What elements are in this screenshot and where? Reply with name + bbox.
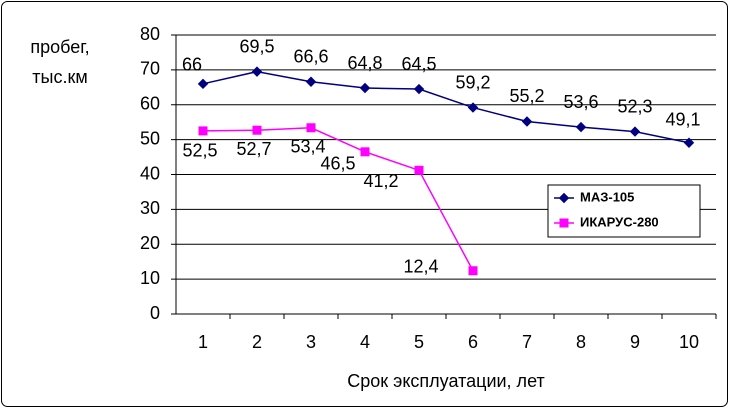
series-line xyxy=(202,127,474,272)
x-tick-label: 9 xyxy=(630,332,640,352)
x-tick-label: 8 xyxy=(576,332,586,352)
x-axis-label: Срок эксплуатации, лет xyxy=(347,371,544,391)
data-label: 52,3 xyxy=(617,96,652,116)
marker xyxy=(575,121,587,133)
x-tick-label: 3 xyxy=(306,332,316,352)
data-label: 66,6 xyxy=(293,46,328,66)
data-label: 49,1 xyxy=(665,110,700,130)
marker xyxy=(198,126,208,136)
data-label: 52,5 xyxy=(182,141,217,161)
y-tick-label: 70 xyxy=(140,59,160,79)
data-label: 52,7 xyxy=(236,139,271,159)
x-tick-label: 5 xyxy=(414,332,424,352)
data-label: 64,5 xyxy=(401,54,436,74)
y-tick-label: 0 xyxy=(150,303,160,323)
y-tick-label: 80 xyxy=(140,24,160,44)
x-tick-label: 2 xyxy=(252,332,262,352)
y-axis-label: пробег, xyxy=(30,37,89,57)
legend-label: ИКАРУС-280 xyxy=(580,214,659,229)
data-label: 46,5 xyxy=(320,154,355,174)
marker xyxy=(359,82,371,94)
y-tick-label: 40 xyxy=(140,163,160,183)
x-tick-label: 1 xyxy=(198,332,208,352)
data-label: 53,4 xyxy=(290,137,325,157)
y-tick-label: 50 xyxy=(140,128,160,148)
marker xyxy=(521,116,533,127)
data-label: 59,2 xyxy=(455,72,490,92)
x-tick-label: 6 xyxy=(468,332,478,352)
y-axis-label: тыс.км xyxy=(32,67,87,87)
data-label: 69,5 xyxy=(239,36,274,56)
y-tick-label: 30 xyxy=(140,198,160,218)
y-tick-label: 60 xyxy=(140,94,160,114)
marker xyxy=(413,83,425,95)
data-label: 53,6 xyxy=(563,92,598,112)
marker xyxy=(306,123,316,133)
marker xyxy=(252,125,262,135)
x-tick-label: 4 xyxy=(360,332,370,352)
marker xyxy=(414,165,424,175)
data-label: 12,4 xyxy=(403,257,438,277)
marker xyxy=(360,147,370,157)
x-tick-label: 10 xyxy=(679,332,699,352)
marker xyxy=(467,102,479,113)
legend-label: МАЗ-105 xyxy=(580,189,634,204)
data-label: 64,8 xyxy=(347,53,382,73)
marker xyxy=(559,218,569,228)
marker xyxy=(305,76,317,87)
data-label: 55,2 xyxy=(509,86,544,106)
legend-box xyxy=(547,184,701,238)
data-label: 41,2 xyxy=(363,171,398,191)
series-line xyxy=(202,70,690,144)
marker xyxy=(558,192,570,204)
data-label: 66 xyxy=(182,55,202,75)
y-tick-label: 20 xyxy=(140,233,160,253)
marker xyxy=(197,78,209,90)
marker xyxy=(468,266,478,276)
marker xyxy=(683,137,695,148)
x-tick-label: 7 xyxy=(522,332,532,352)
marker xyxy=(629,126,641,137)
y-tick-label: 10 xyxy=(140,268,160,288)
marker xyxy=(251,66,263,77)
